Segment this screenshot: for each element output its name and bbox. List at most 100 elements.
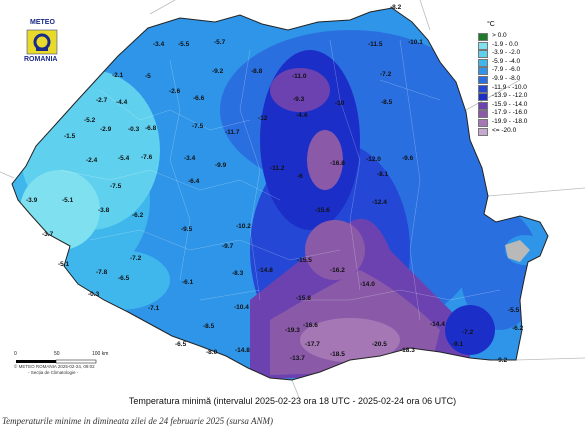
legend-unit: °C (487, 21, 495, 28)
station-value: -9.2 (212, 68, 224, 75)
station-value: -18.3 (400, 347, 415, 354)
legend-label: -3.9 - -2.0 (492, 49, 521, 57)
station-value: -20.5 (372, 341, 387, 348)
station-value: -17.7 (305, 341, 320, 348)
credit-line-1: © METEO ROMANIA 2025-02-24, 09:02 (14, 364, 95, 369)
station-value: -8.5 (381, 99, 393, 106)
station-value: -0.3 (128, 126, 140, 133)
station-value: -9.5 (181, 226, 193, 233)
station-value: -2.4 (86, 157, 98, 164)
legend-item: -5.9 - -4.0 (476, 57, 556, 67)
legend-item: -1.9 - 0.0 (476, 40, 556, 50)
station-value: -8.1 (377, 171, 389, 178)
station-value: -1.5 (64, 133, 76, 140)
station-value: -14.4 (430, 321, 445, 328)
station-value: -10.2 (236, 223, 251, 230)
station-value: -6.2 (132, 212, 144, 219)
station-value: -8.2 (390, 4, 402, 11)
station-value: -8.5 (203, 323, 215, 330)
legend-swatch (478, 76, 488, 84)
station-value: -11.5 (368, 41, 383, 48)
station-value: -15.8 (296, 295, 311, 302)
station-value: -2.9 (100, 126, 112, 133)
station-value: -7.6 (141, 154, 153, 161)
station-value: -10.1 (408, 39, 423, 46)
station-value: -6.5 (118, 275, 130, 282)
station-value: -11.0 (292, 73, 307, 80)
station-value: -8.0 (206, 349, 218, 356)
legend-item: -13.9 - -12.0 (476, 92, 556, 102)
legend-swatch (478, 110, 488, 119)
station-value: -5.5 (508, 307, 520, 314)
station-value: -6 (297, 173, 303, 180)
station-value: -7.5 (110, 183, 122, 190)
station-value: -12 (258, 115, 268, 122)
station-value: -4.4 (296, 112, 308, 119)
legend-swatch (478, 41, 488, 50)
station-value: -3.4 (184, 155, 196, 162)
legend-swatch (478, 50, 488, 59)
legend-item: -19.9 - -18.0 (476, 118, 556, 127)
legend-label: -15.9 - -14.0 (492, 100, 528, 108)
station-value: -7.2 (380, 71, 392, 78)
scale-label-0: 0 (14, 351, 17, 357)
station-value: -9.7 (222, 243, 234, 250)
legend-swatch (478, 58, 488, 67)
station-value: -9.3 (293, 96, 305, 103)
station-value: -5.1 (62, 197, 74, 204)
map-figure: -8.2 -11.5 -10.1 -5.7 -3.4 -5.5 -2.1 -5 -2.6 -9.2… (0, 0, 585, 406)
legend-item: -15.9 - -14.0 (476, 100, 556, 110)
station-value: -12.4 (372, 199, 387, 206)
legend-label: > 0.0 (492, 32, 507, 39)
logo-text-meteo: METEO (30, 19, 55, 26)
station-value: -3.8 (98, 207, 110, 214)
legend-label: -17.9 - -16.0 (492, 109, 528, 117)
legend-item: > 0.0 (476, 32, 556, 41)
station-value: -6.2 (512, 325, 524, 332)
station-value: -2.6 (169, 88, 181, 95)
legend-swatch (478, 93, 488, 102)
station-value: -0.3 (88, 291, 100, 298)
station-value: -5.5 (178, 41, 190, 48)
legend-swatch (478, 33, 488, 41)
station-value: -6.1 (182, 279, 194, 286)
credit-line-2: - Secția de Climatologie - (28, 370, 79, 375)
legend-item: -3.9 - -2.0 (476, 49, 556, 59)
station-value: -8.3 (232, 270, 244, 277)
station-value: -16.6 (303, 322, 318, 329)
station-value: -8.8 (251, 68, 263, 75)
figure-caption: Temperaturile minime in dimineata zilei … (2, 416, 273, 426)
legend-item: -7.9 - -6.0 (476, 66, 556, 76)
station-value: -14.0 (360, 281, 375, 288)
station-value: -10.4 (234, 304, 249, 311)
station-value: -6.6 (193, 95, 205, 102)
station-value: -16.8 (330, 160, 345, 167)
station-value: -18.5 (330, 351, 345, 358)
station-value: -14.8 (258, 267, 273, 274)
legend-item: -17.9 - -16.0 (476, 109, 556, 119)
legend-swatch (478, 119, 488, 127)
station-value: -9.9 (215, 162, 227, 169)
legend-label: -5.9 - -4.0 (492, 57, 521, 65)
legend-swatch (478, 101, 488, 110)
legend-label: -9.9 - -8.0 (492, 75, 521, 82)
legend-label: <= -20.0 (492, 126, 517, 134)
station-value: -2.7 (96, 97, 108, 104)
station-value: -3.9 (26, 197, 38, 204)
station-value: -4.4 (116, 99, 128, 106)
station-value: -7.2 (462, 329, 474, 336)
station-value: -6.4 (188, 178, 200, 185)
station-value: -10 (335, 100, 345, 107)
station-values-layer: -8.2 -11.5 -10.1 -5.7 -3.4 -5.5 -2.1 -5 -2.6 -9.2… (26, 4, 524, 364)
station-value: -9.1 (452, 341, 464, 348)
station-value: -11.7 (225, 129, 240, 136)
station-value: -5 (145, 73, 151, 80)
scale-label-100: 100 km (92, 351, 109, 357)
station-value: -3.7 (42, 231, 54, 238)
station-value: -6.8 (145, 125, 157, 132)
legend-label: -1.9 - 0.0 (492, 40, 519, 48)
station-value: -14.8 (235, 347, 250, 354)
station-value: -5.4 (118, 155, 130, 162)
station-value: -9.2 (496, 357, 508, 364)
station-value: -16.2 (330, 267, 345, 274)
